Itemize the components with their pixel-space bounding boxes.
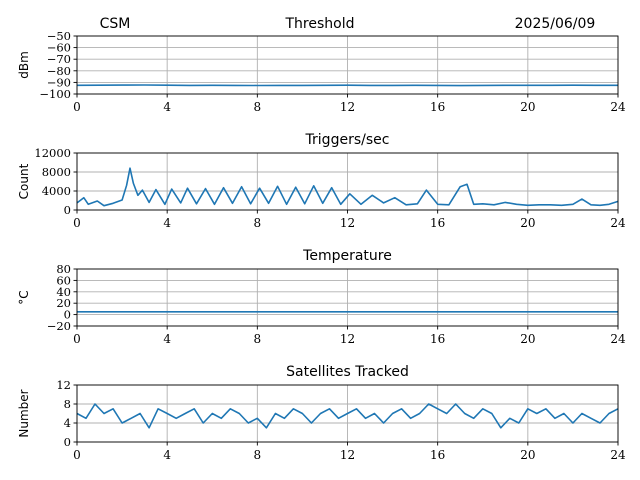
threshold-y-tick-label: −80 (47, 64, 71, 78)
threshold-y-tick-label: −100 (39, 87, 71, 101)
triggers-sec-x-tick-label: 20 (520, 216, 535, 230)
triggers-sec-y-tick-label: 0 (64, 203, 71, 217)
satellites-tracked-x-tick-label: 16 (430, 448, 445, 462)
triggers-sec-x-tick-label: 4 (163, 216, 171, 230)
temperature-x-tick-label: 0 (73, 332, 81, 346)
temperature-x-tick-label: 8 (254, 332, 262, 346)
satellites-tracked-y-axis-label: Number (17, 389, 31, 437)
threshold-x-tick-label: 24 (610, 100, 626, 114)
satellites-tracked-y-tick-label: 8 (64, 397, 71, 411)
temperature-y-tick-label: 40 (56, 285, 71, 299)
triggers-sec-y-tick-label: 8000 (42, 165, 71, 179)
temperature-x-tick-label: 12 (340, 332, 355, 346)
temperature-y-tick-label: −20 (47, 319, 71, 333)
triggers-sec-x-tick-label: 16 (430, 216, 445, 230)
temperature-x-tick-label: 20 (520, 332, 535, 346)
triggers-sec-chart: Triggers/sec 0 4 8 12 16 20 24 0 4000 8000 12000Cou… (17, 132, 626, 230)
threshold-series-line-0 (76, 84, 618, 87)
threshold-chart: 0 4 8 12 16 20 24 −100−90−80−70−60−50 dBm (17, 29, 626, 114)
satellites-tracked-x-tick-label: 8 (254, 448, 262, 462)
satellites-tracked-y-tick-label: 4 (64, 416, 71, 430)
threshold-y-tick-label: −70 (47, 52, 71, 66)
satellites-tracked-x-tick-label: 4 (163, 448, 171, 462)
temperature-y-axis-label: °C (17, 290, 31, 304)
triggers-sec-y-tick-label: 12000 (34, 146, 71, 160)
satellites-tracked-chart: Satellites Tracked 0 4 8 12 16 20 24 0 4 8 12 Number (17, 364, 626, 462)
triggers-sec-x-tick-label: 12 (340, 216, 355, 230)
triggers-sec-x-tick-label: 0 (73, 216, 81, 230)
threshold-x-tick-label: 20 (520, 100, 535, 114)
temperature-x-tick-label: 4 (163, 332, 171, 346)
header-center-label: Threshold (285, 16, 355, 32)
temperature-x-tick-label: 16 (430, 332, 445, 346)
satellites-tracked-x-tick-label: 24 (610, 448, 626, 462)
threshold-y-tick-label: −60 (47, 41, 71, 55)
threshold-x-tick-label: 0 (73, 100, 81, 114)
satellites-tracked-series-line-0 (76, 403, 619, 429)
satellites-tracked-x-tick-label: 12 (340, 448, 355, 462)
header-date-label: 2025/06/09 (515, 16, 596, 32)
triggers-sec-series-line-0 (76, 167, 619, 207)
threshold-x-tick-label: 16 (430, 100, 445, 114)
temperature-y-tick-label: 20 (56, 296, 71, 310)
threshold-y-tick-label: −90 (47, 75, 71, 89)
satellites-tracked-x-tick-label: 20 (520, 448, 535, 462)
temperature-y-tick-label: 80 (56, 262, 71, 276)
temperature-title: Temperature (302, 248, 392, 264)
triggers-sec-x-tick-label: 24 (610, 216, 626, 230)
triggers-sec-y-axis-label: Count (17, 163, 31, 199)
satellites-tracked-x-tick-label: 0 (73, 448, 81, 462)
threshold-x-tick-label: 12 (340, 100, 355, 114)
threshold-y-axis-label: dBm (17, 51, 31, 79)
threshold-x-tick-label: 8 (254, 100, 262, 114)
triggers-sec-title: Triggers/sec (305, 132, 390, 148)
temperature-y-tick-label: 60 (56, 273, 71, 287)
satellites-tracked-y-tick-label: 12 (56, 378, 71, 392)
charts-group: 0 4 8 12 16 20 24 −100−90−80−70−60−50 dBm Trigger… (17, 29, 626, 462)
header-left-label: CSM (100, 16, 131, 32)
triggers-sec-y-tick-label: 4000 (42, 184, 71, 198)
temperature-x-tick-label: 24 (610, 332, 626, 346)
threshold-x-tick-label: 4 (163, 100, 171, 114)
satellites-tracked-y-tick-label: 0 (64, 435, 71, 449)
satellites-tracked-title: Satellites Tracked (286, 364, 409, 380)
threshold-y-tick-label: −50 (47, 29, 71, 43)
triggers-sec-x-tick-label: 8 (254, 216, 262, 230)
temperature-y-tick-label: 0 (64, 308, 71, 322)
